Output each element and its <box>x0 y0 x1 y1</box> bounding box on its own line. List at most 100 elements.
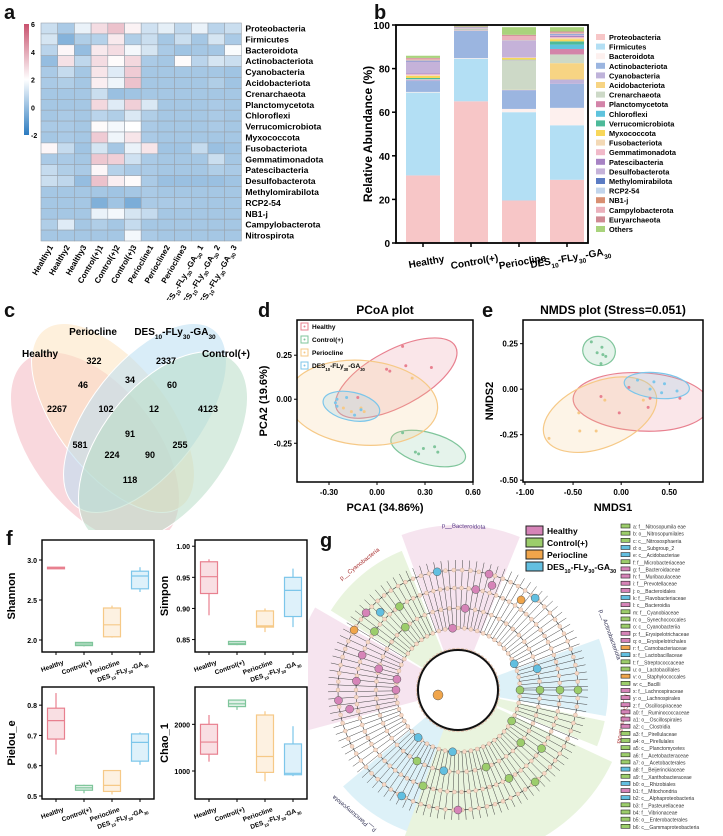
tree-node <box>455 605 461 611</box>
tree-node <box>501 646 507 651</box>
heatmap-row-label: Acidobacteriota <box>245 78 310 88</box>
heatmap-cell <box>174 55 192 67</box>
tree-node <box>400 748 406 754</box>
alpha-diversity-panel: 2.02.53.0ShannonHealthyControl(+)Periocl… <box>6 539 308 831</box>
tree-node <box>506 599 512 604</box>
heatmap-cell <box>207 22 226 35</box>
taxon-legend-label: a: f__Nitrosopumila eae <box>633 525 686 531</box>
venn-set-ellipse <box>77 351 249 530</box>
biomarker-node <box>418 781 428 791</box>
tree-node <box>399 713 404 718</box>
x-tick-label: DES10-FLy30-GA30 <box>97 659 150 685</box>
bar-segment <box>550 27 584 32</box>
heatmap-cell <box>224 175 242 187</box>
heatmap-cell <box>140 22 159 35</box>
heatmap-row-label: Firmicutes <box>245 34 289 44</box>
venn-region-count: 46 <box>78 380 88 390</box>
heatmap-cell <box>191 66 209 78</box>
tree-node <box>551 722 557 728</box>
plot-frame <box>296 319 474 483</box>
y-tick-label: 0.00 <box>502 385 518 394</box>
tree-node <box>516 674 521 680</box>
taxon-legend-label: b5: o__Enterobacterales <box>633 818 688 824</box>
tree-node <box>503 621 509 626</box>
tree-node <box>512 603 518 608</box>
legend-marker <box>303 351 306 354</box>
heatmap-cell <box>224 142 242 155</box>
heatmap-cell <box>124 153 142 166</box>
heatmap-cell <box>191 142 209 155</box>
biomarker-node <box>397 791 406 801</box>
bar-segment <box>550 39 584 42</box>
tree-node <box>336 671 342 676</box>
tree-node <box>417 593 422 598</box>
tree-node <box>438 587 443 592</box>
legend-swatch <box>596 216 605 223</box>
legend-marker <box>303 325 306 328</box>
data-point <box>362 410 366 414</box>
taxon-legend-swatch <box>620 823 631 829</box>
data-point <box>578 429 582 433</box>
tree-node <box>442 748 448 753</box>
tree-node <box>377 713 383 718</box>
data-point <box>646 405 650 409</box>
tree-branch <box>412 568 437 632</box>
y-tick-label: 0.7 <box>27 733 37 740</box>
heatmap-cell <box>57 22 75 35</box>
heatmap-cell <box>140 142 159 155</box>
heatmap-cell <box>90 120 109 133</box>
heatmap-cell <box>174 22 192 35</box>
tree-node <box>424 741 430 746</box>
bar-segment <box>406 61 440 74</box>
tree-node <box>571 720 576 726</box>
biomarker-node <box>439 766 449 776</box>
tree-branch <box>519 696 588 705</box>
heatmap-cell <box>174 186 192 198</box>
data-point <box>599 394 603 398</box>
tree-branch <box>509 617 567 656</box>
tree-node <box>533 713 539 718</box>
y-axis-label: NMDS2 <box>484 382 496 421</box>
heatmap-cell <box>74 55 92 67</box>
box <box>283 576 303 618</box>
heatmap-cell <box>90 175 109 187</box>
tree-node <box>568 728 573 734</box>
tree-node <box>338 712 343 718</box>
venn-region-count: 2337 <box>156 356 176 366</box>
tree-node <box>414 616 420 622</box>
tree-node <box>388 588 394 593</box>
legend-swatch <box>596 206 605 213</box>
tree-branch <box>328 677 397 685</box>
heatmap-cell <box>191 131 209 144</box>
taxon-legend-swatch <box>620 788 631 793</box>
panel-label-g: g <box>320 530 333 552</box>
heatmap-cell <box>191 186 209 198</box>
heatmap-cell <box>157 218 175 231</box>
tree-node <box>338 662 343 668</box>
tree-node <box>474 746 480 752</box>
tree-node <box>410 799 416 804</box>
tree-node <box>422 762 427 768</box>
data-point <box>421 447 425 451</box>
tree-node <box>436 746 442 752</box>
tree-node <box>336 679 341 684</box>
confidence-ellipse <box>334 337 458 419</box>
taxon-legend-label: a7: o__Acetobacterales <box>633 760 686 766</box>
plot-frame <box>41 539 155 653</box>
heatmap-cell <box>124 99 142 111</box>
heatmap-cell <box>57 109 75 122</box>
bar-segment <box>502 57 536 60</box>
tree-node <box>451 567 457 573</box>
heatmap-cell <box>157 142 175 155</box>
tree-node <box>553 715 559 721</box>
taxon-legend-label: g: f__Bacteroidaceae <box>633 567 680 573</box>
tree-node <box>452 585 457 591</box>
tree-node <box>492 801 498 807</box>
taxon-legend-label: x: f__Lachnospiraceae <box>633 689 684 695</box>
cladogram-panel: p__Bacteroidotap__Cyanobacteriap__Actino… <box>308 523 699 836</box>
taxon-legend-swatch <box>620 716 631 722</box>
tree-node <box>336 704 342 709</box>
heatmap-cell <box>124 22 142 35</box>
biomarker-node <box>395 602 404 611</box>
tree-node <box>505 724 511 729</box>
